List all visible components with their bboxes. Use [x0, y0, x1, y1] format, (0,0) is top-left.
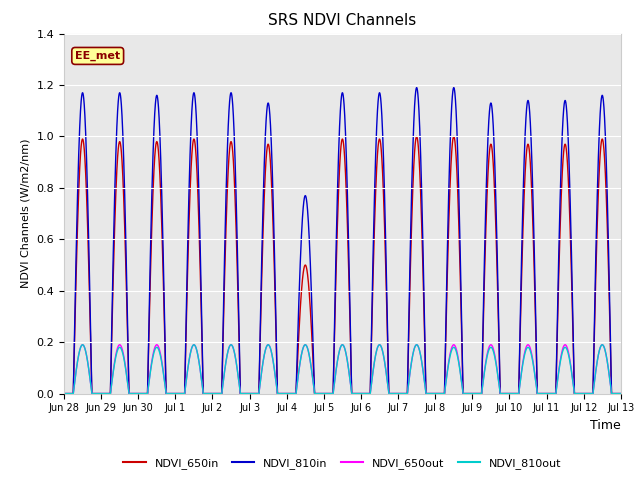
NDVI_810in: [60, 391, 68, 396]
NDVI_650out: [79, 342, 86, 348]
NDVI_810out: [554, 381, 561, 386]
NDVI_650out: [569, 376, 577, 382]
NDVI_810out: [60, 391, 68, 396]
NDVI_650out: [524, 342, 532, 348]
NDVI_810in: [383, 307, 391, 312]
NDVI_650in: [554, 331, 561, 337]
NDVI_810in: [554, 321, 561, 327]
NDVI_810in: [415, 110, 423, 116]
NDVI_650in: [415, 156, 423, 161]
Line: NDVI_810in: NDVI_810in: [64, 87, 640, 394]
NDVI_650in: [383, 320, 391, 325]
NDVI_650out: [554, 379, 561, 385]
NDVI_650in: [524, 141, 532, 147]
NDVI_650out: [415, 346, 423, 352]
NDVI_810out: [636, 339, 640, 345]
Text: EE_met: EE_met: [75, 51, 120, 61]
Title: SRS NDVI Channels: SRS NDVI Channels: [268, 13, 417, 28]
NDVI_810in: [569, 302, 577, 308]
NDVI_650out: [184, 370, 191, 376]
NDVI_650out: [383, 378, 391, 384]
NDVI_650out: [60, 391, 68, 396]
Line: NDVI_650out: NDVI_650out: [64, 345, 640, 394]
NDVI_810out: [524, 345, 532, 350]
NDVI_810out: [568, 376, 576, 382]
X-axis label: Time: Time: [590, 419, 621, 432]
NDVI_810in: [183, 270, 191, 276]
NDVI_810out: [383, 377, 391, 383]
NDVI_810out: [415, 346, 423, 351]
NDVI_810out: [183, 371, 191, 377]
Line: NDVI_810out: NDVI_810out: [64, 342, 640, 394]
NDVI_650in: [569, 316, 577, 322]
Y-axis label: NDVI Channels (W/m2/nm): NDVI Channels (W/m2/nm): [21, 139, 31, 288]
NDVI_650in: [413, 133, 420, 139]
NDVI_810in: [413, 84, 420, 90]
NDVI_650in: [60, 391, 68, 396]
NDVI_650in: [183, 288, 191, 294]
Line: NDVI_650in: NDVI_650in: [64, 136, 640, 394]
Legend: NDVI_650in, NDVI_810in, NDVI_650out, NDVI_810out: NDVI_650in, NDVI_810in, NDVI_650out, NDV…: [119, 453, 566, 473]
NDVI_810in: [524, 97, 532, 103]
